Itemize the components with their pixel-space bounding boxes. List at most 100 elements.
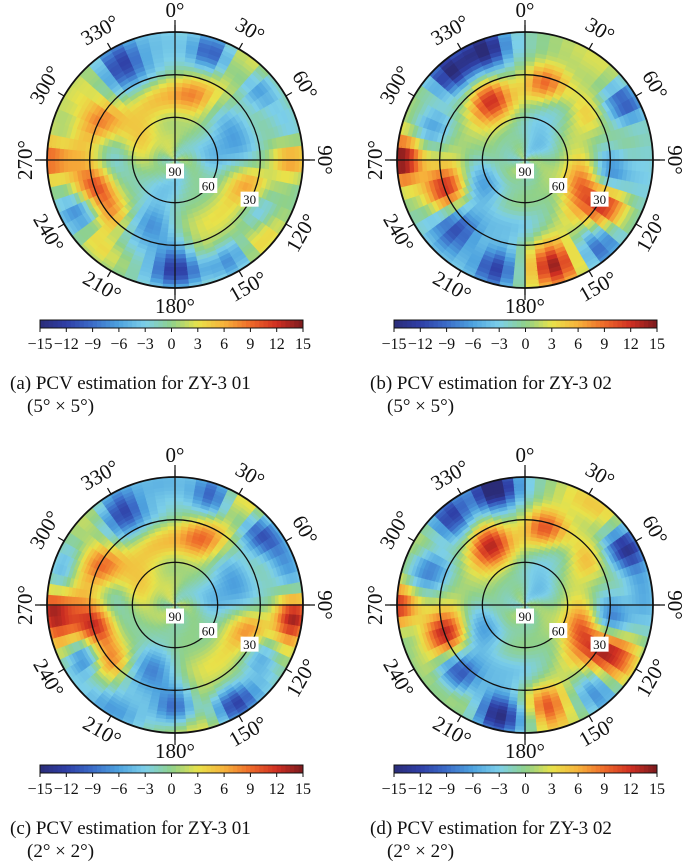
pcv-cell xyxy=(284,562,293,576)
pcv-cell xyxy=(458,79,471,92)
pcv-cell xyxy=(258,530,270,543)
pcv-cell xyxy=(244,682,257,694)
pcv-cell xyxy=(175,146,178,153)
pcv-cell xyxy=(219,504,232,514)
pcv-cell xyxy=(271,180,281,194)
pcv-cell xyxy=(229,228,242,241)
pcv-cell xyxy=(88,687,101,699)
pcv-cell xyxy=(273,205,285,221)
pcv-cell xyxy=(203,681,214,690)
pcv-cell xyxy=(216,510,228,520)
pcv-cell xyxy=(174,121,180,127)
pcv-cell xyxy=(620,86,634,102)
pcv-cell xyxy=(259,681,272,694)
pcv-cell xyxy=(211,497,225,506)
colorbar-segment xyxy=(424,320,430,328)
pcv-cell xyxy=(428,178,437,192)
pcv-cell xyxy=(68,101,80,116)
pcv-cell xyxy=(489,260,504,270)
pcv-cell xyxy=(58,623,66,637)
colorbar-segment xyxy=(210,320,216,328)
pcv-cell xyxy=(232,499,246,510)
pcv-cell xyxy=(281,209,293,226)
pcv-cell xyxy=(617,179,626,193)
pcv-cell xyxy=(171,125,176,131)
pcv-cell xyxy=(253,535,264,547)
pcv-cell xyxy=(71,547,81,560)
pcv-cell xyxy=(76,189,87,203)
pcv-cell xyxy=(244,126,253,137)
pcv-cell xyxy=(584,89,596,101)
pcv-cell xyxy=(182,162,188,166)
pcv-cell xyxy=(78,212,90,227)
pcv-cell xyxy=(520,116,526,123)
pcv-cell xyxy=(88,233,102,247)
colorbar-segment xyxy=(415,320,421,328)
pcv-cell xyxy=(247,551,256,562)
pcv-cell xyxy=(196,86,207,95)
pcv-cell xyxy=(617,115,628,130)
pcv-cell xyxy=(93,682,106,694)
pcv-cell xyxy=(590,96,602,109)
pcv-cell xyxy=(569,255,584,267)
pcv-cell xyxy=(238,572,246,582)
pcv-cell xyxy=(606,96,619,110)
pcv-cell xyxy=(551,70,564,79)
pcv-cell xyxy=(262,229,277,244)
pcv-cell xyxy=(101,99,113,111)
pcv-cell xyxy=(141,82,152,91)
pcv-cell xyxy=(284,623,292,637)
pcv-cell xyxy=(121,487,135,497)
pcv-cell xyxy=(129,697,141,707)
pcv-cell xyxy=(61,182,71,197)
pcv-cell xyxy=(524,184,529,191)
pcv-cell xyxy=(252,547,263,558)
pcv-cell xyxy=(75,659,86,672)
pcv-cell xyxy=(229,125,239,135)
pcv-cell xyxy=(111,241,125,254)
pcv-cell xyxy=(157,162,164,166)
pcv-cell xyxy=(486,241,499,250)
colorbar-tick-label: 0 xyxy=(522,336,530,353)
pcv-cell xyxy=(567,57,582,69)
pcv-cell xyxy=(182,154,188,158)
pcv-cell xyxy=(583,51,599,65)
pcv-cell xyxy=(202,678,212,686)
pcv-cell xyxy=(259,79,273,94)
pcv-cell xyxy=(466,74,479,85)
pcv-cell xyxy=(291,571,299,585)
pcv-cell xyxy=(191,155,197,159)
pcv-cell xyxy=(134,244,147,255)
pcv-cell xyxy=(70,231,85,247)
pcv-cell xyxy=(167,153,173,158)
pcv-cell xyxy=(581,232,595,244)
pcv-cell xyxy=(280,552,290,566)
pcv-cell xyxy=(263,550,273,563)
pcv-cell xyxy=(116,74,129,85)
colorbar-tick-label: 6 xyxy=(220,336,228,353)
pcv-cell xyxy=(72,536,83,550)
azimuth-tick xyxy=(635,91,643,97)
pcv-cell xyxy=(170,151,174,157)
pcv-cell xyxy=(275,666,287,680)
pcv-cell xyxy=(522,155,525,160)
colorbar-segment xyxy=(639,320,645,328)
colorbar-segment xyxy=(450,320,456,328)
pcv-cell xyxy=(139,50,154,60)
pcv-cell xyxy=(110,522,121,533)
pcv-cell xyxy=(524,129,529,136)
pcv-cell xyxy=(550,237,563,246)
pcv-cell xyxy=(94,214,107,227)
pcv-cell xyxy=(281,94,293,111)
pcv-cell xyxy=(56,195,67,212)
pcv-cell xyxy=(439,185,448,198)
pcv-cell xyxy=(522,160,525,165)
pcv-cell xyxy=(134,65,147,76)
pcv-cell xyxy=(64,565,73,578)
pcv-cell xyxy=(98,83,111,96)
pcv-cell xyxy=(442,204,454,217)
pcv-cell xyxy=(444,214,457,227)
pcv-cell xyxy=(103,685,115,697)
colorbar-segment xyxy=(101,320,107,328)
pcv-cell xyxy=(195,721,209,729)
